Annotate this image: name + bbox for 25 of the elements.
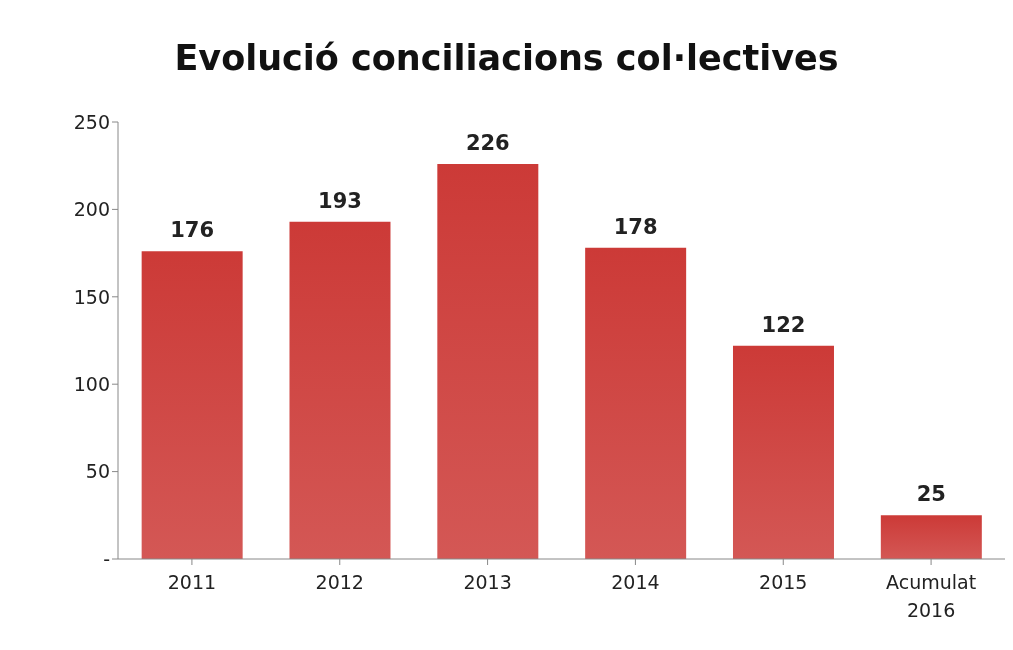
data-label: 178 [613,214,658,239]
chart-title: Evolució conciliacions col·lectives [173,37,840,80]
x-tick-label: 2015 [759,571,808,593]
x-tick-label: 2014 [611,571,660,593]
bar [289,221,391,559]
y-tick-label: 250 [73,110,110,133]
y-tick-label: - [103,547,110,570]
y-tick-label: 150 [73,285,110,308]
bar [732,345,834,559]
data-label: 176 [170,218,215,243]
bar [585,247,687,559]
y-tick-label: 50 [85,460,110,483]
x-tick-label: Acumulat 2016 [886,571,977,621]
x-tick-label: 2012 [315,571,364,593]
x-tick-label: 2011 [167,571,217,593]
data-label: 122 [761,312,806,337]
bar [141,251,243,559]
data-label: 226 [465,130,510,155]
bar [880,515,982,559]
y-tick-label: 100 [73,372,110,395]
x-tick-label: 2013 [463,571,512,593]
y-tick-label: 200 [73,198,110,221]
data-label: 193 [318,188,362,213]
data-label: 25 [916,482,946,507]
bar [437,163,539,559]
